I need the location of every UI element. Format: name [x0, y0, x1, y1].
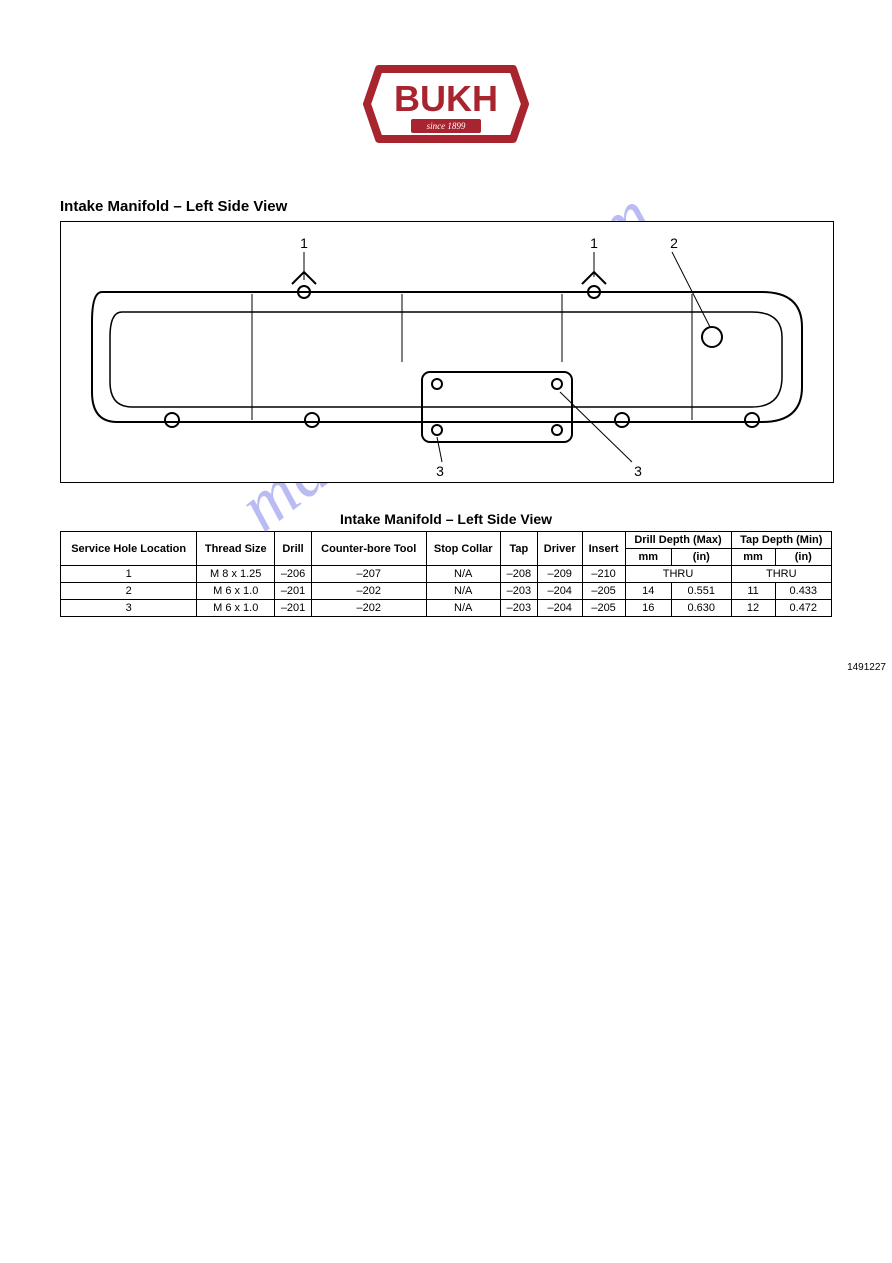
col-td-in: (in): [775, 549, 831, 566]
table-cell: –201: [275, 600, 312, 617]
col-service-hole: Service Hole Location: [61, 532, 197, 566]
col-driver: Driver: [537, 532, 582, 566]
table-cell: –202: [311, 600, 426, 617]
callout-3a: 3: [436, 463, 444, 479]
table-cell: 0.472: [775, 600, 831, 617]
col-tap: Tap: [500, 532, 537, 566]
callout-1b: 1: [590, 235, 598, 251]
table-cell: –205: [582, 583, 625, 600]
col-counter-bore: Counter-bore Tool: [311, 532, 426, 566]
table-cell: 0.630: [672, 600, 732, 617]
table-row: 1M 8 x 1.25–206–207N/A–208–209–210THRUTH…: [61, 566, 832, 583]
table-cell: 3: [61, 600, 197, 617]
callout-3b: 3: [634, 463, 642, 479]
table-cell: 1: [61, 566, 197, 583]
table-cell: –205: [582, 600, 625, 617]
table-cell: M 6 x 1.0: [197, 600, 275, 617]
table-cell: M 6 x 1.0: [197, 583, 275, 600]
table-cell: N/A: [426, 600, 500, 617]
table-title: Intake Manifold – Left Side View: [60, 511, 832, 527]
col-td-mm: mm: [731, 549, 775, 566]
table-cell: –204: [537, 600, 582, 617]
table-cell: –208: [500, 566, 537, 583]
callout-1a: 1: [300, 235, 308, 251]
col-drill: Drill: [275, 532, 312, 566]
table-cell: 11: [731, 583, 775, 600]
col-stop-collar: Stop Collar: [426, 532, 500, 566]
logo-since: since 1899: [427, 121, 466, 131]
table-cell: 0.433: [775, 583, 831, 600]
table-cell: THRU: [625, 566, 731, 583]
col-dd-mm: mm: [625, 549, 672, 566]
table-row: 2M 6 x 1.0–201–202N/A–203–204–205140.551…: [61, 583, 832, 600]
table-row: 3M 6 x 1.0–201–202N/A–203–204–205160.630…: [61, 600, 832, 617]
table-cell: N/A: [426, 566, 500, 583]
col-drill-depth: Drill Depth (Max): [625, 532, 731, 549]
logo-brand: BUKH: [394, 78, 498, 119]
callout-2: 2: [670, 235, 678, 251]
table-cell: 0.551: [672, 583, 732, 600]
table-cell: –202: [311, 583, 426, 600]
table-cell: –203: [500, 600, 537, 617]
table-cell: –201: [275, 583, 312, 600]
spec-table: Service Hole Location Thread Size Drill …: [60, 531, 832, 617]
figure-intake-manifold: 1 1 2 3 3: [60, 221, 834, 483]
table-cell: 2: [61, 583, 197, 600]
table-cell: –209: [537, 566, 582, 583]
col-dd-in: (in): [672, 549, 732, 566]
logo: BUKH since 1899: [60, 55, 832, 158]
table-cell: –206: [275, 566, 312, 583]
col-tap-depth: Tap Depth (Min): [731, 532, 831, 549]
section-title: Intake Manifold – Left Side View: [60, 198, 832, 215]
table-cell: –204: [537, 583, 582, 600]
table-cell: THRU: [731, 566, 831, 583]
table-cell: M 8 x 1.25: [197, 566, 275, 583]
table-cell: –207: [311, 566, 426, 583]
figure-number: 1491227: [847, 662, 886, 673]
table-cell: 16: [625, 600, 672, 617]
col-insert: Insert: [582, 532, 625, 566]
col-thread-size: Thread Size: [197, 532, 275, 566]
table-cell: N/A: [426, 583, 500, 600]
table-cell: 14: [625, 583, 672, 600]
table-cell: –210: [582, 566, 625, 583]
table-cell: 12: [731, 600, 775, 617]
table-cell: –203: [500, 583, 537, 600]
